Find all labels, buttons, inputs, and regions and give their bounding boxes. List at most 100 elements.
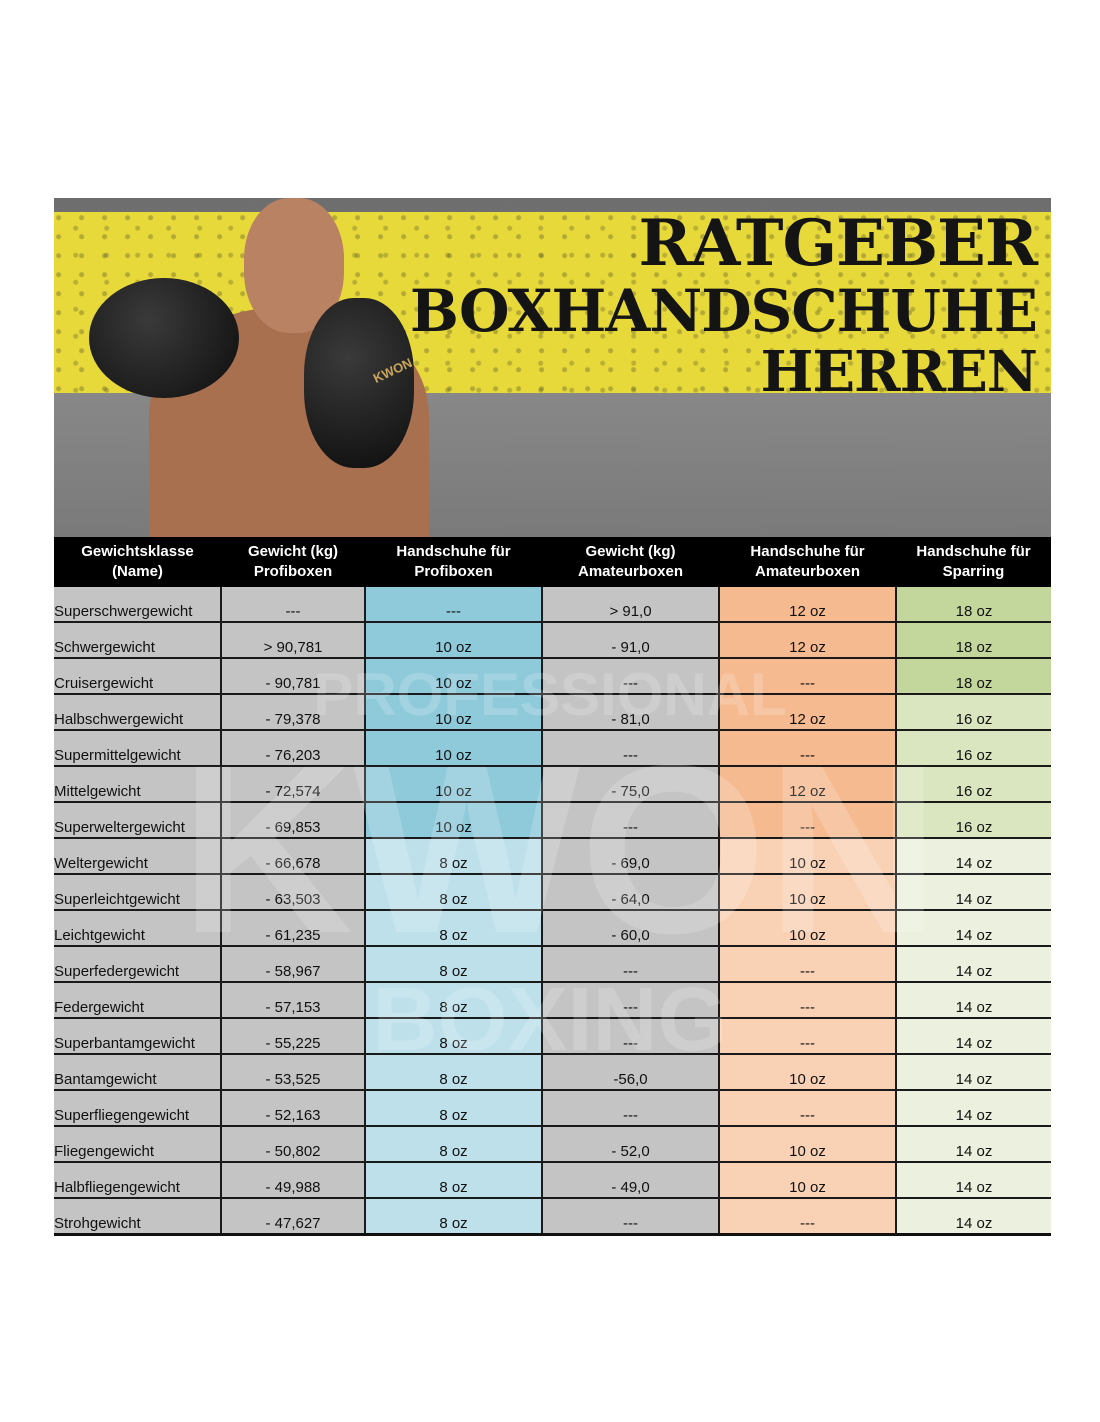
table-row: Superfedergewicht - 58,967 8 oz --- --- 14 oz [54,946,1051,983]
weight-class-name: Halbfliegengewicht [54,1162,221,1199]
table-cell: --- [541,1198,719,1236]
weight-class-name: Weltergewicht [54,838,221,875]
table-cell: 10 oz [718,838,896,875]
table-cell: 8 oz [364,982,542,1019]
table-cell: - 61,235 [220,910,365,947]
weight-class-name: Superfliegengewicht [54,1090,221,1127]
table-cell: 10 oz [718,1054,896,1091]
column-header: Handschuhe für Amateurboxen [719,537,896,587]
column-header-line: Profiboxen [414,563,493,580]
table-row: Halbschwergewicht - 79,378 10 oz - 81,0 12 o… [54,694,1051,731]
table-cell: 8 oz [364,1198,542,1236]
table-cell: 10 oz [364,658,542,695]
boxing-glove-icon [304,298,414,468]
table-cell: 8 oz [364,1090,542,1127]
table-row: Federgewicht - 57,153 8 oz --- --- 14 oz [54,982,1051,1019]
weight-class-name: Superfedergewicht [54,946,221,983]
table-cell: 14 oz [895,946,1051,983]
header-banner: KWON RATGEBER BOXHANDSCHUHE HERREN [54,198,1051,537]
weight-class-name: Supermittelgewicht [54,730,221,767]
table-cell: 14 oz [895,838,1051,875]
table-cell: - 49,988 [220,1162,365,1199]
column-header: Gewichtsklasse (Name) [54,537,221,587]
weight-class-name: Strohgewicht [54,1198,221,1236]
title-line-1: RATGEBER [638,206,1038,281]
table-cell: --- [541,946,719,983]
table-cell: - 55,225 [220,1018,365,1055]
table-cell: 8 oz [364,874,542,911]
table-row: Weltergewicht - 66,678 8 oz - 69,0 10 oz 14 o… [54,838,1051,875]
weight-class-name: Superleichtgewicht [54,874,221,911]
table-cell: 14 oz [895,1018,1051,1055]
table-cell: 14 oz [895,982,1051,1019]
table-row: Halbfliegengewicht - 49,988 8 oz - 49,0 10 o… [54,1162,1051,1199]
column-header-line: (Name) [112,563,163,580]
table-cell: 10 oz [364,766,542,803]
table-cell: 8 oz [364,946,542,983]
table-cell: 8 oz [364,1054,542,1091]
table-cell: 12 oz [718,622,896,659]
weight-class-name: Fliegengewicht [54,1126,221,1163]
table-row: Superweltergewicht - 69,853 10 oz --- --- 16 … [54,802,1051,839]
table-cell: -56,0 [541,1054,719,1091]
table-cell: --- [541,982,719,1019]
table-cell: --- [718,802,896,839]
table-cell: > 91,0 [541,587,719,623]
table-cell: 16 oz [895,730,1051,767]
weight-class-name: Cruisergewicht [54,658,221,695]
table-row: Cruisergewicht - 90,781 10 oz --- --- 18 oz [54,658,1051,695]
table-cell: - 69,0 [541,838,719,875]
table-cell: 8 oz [364,1018,542,1055]
table-cell: --- [541,802,719,839]
table-cell: 14 oz [895,910,1051,947]
table-row: Superleichtgewicht - 63,503 8 oz - 64,0 10 o… [54,874,1051,911]
weight-class-name: Superbantamgewicht [54,1018,221,1055]
table-cell: 10 oz [718,1126,896,1163]
table-cell: 8 oz [364,1126,542,1163]
table-cell: --- [718,1198,896,1236]
weight-class-name: Schwergewicht [54,622,221,659]
column-header: Gewicht (kg) Profiboxen [221,537,365,587]
table-cell: - 79,378 [220,694,365,731]
table-cell: 10 oz [364,694,542,731]
column-header-line: Sparring [942,563,1005,580]
weight-class-name: Halbschwergewicht [54,694,221,731]
table-cell: - 66,678 [220,838,365,875]
table-cell: 10 oz [718,910,896,947]
table-cell: --- [541,1018,719,1055]
table-cell: - 63,503 [220,874,365,911]
column-header-line: Profiboxen [253,563,333,580]
weight-class-name: Superweltergewicht [54,802,221,839]
table-row: Superschwergewicht --- --- > 91,0 12 oz 18 oz [54,587,1051,623]
table-cell: 10 oz [364,802,542,839]
table-cell: 18 oz [895,622,1051,659]
table-cell: 14 oz [895,1162,1051,1199]
column-header-line: Gewicht (kg) [247,543,338,560]
table-header-row: Gewichtsklasse (Name) Gewicht (kg) Profibox… [54,537,1051,587]
table-cell: 14 oz [895,1090,1051,1127]
table-cell: --- [541,1090,719,1127]
table-cell: 8 oz [364,910,542,947]
table-cell: - 81,0 [541,694,719,731]
table-cell: 14 oz [895,1054,1051,1091]
column-header-line: Amateurboxen [577,563,684,580]
table-cell: 18 oz [895,658,1051,695]
table-cell: --- [718,946,896,983]
table-cell: - 72,574 [220,766,365,803]
boxing-glove-icon [89,278,239,398]
column-header-line: Handschuhe für [916,543,1031,560]
table-cell: 16 oz [895,766,1051,803]
table-cell: - 52,163 [220,1090,365,1127]
table-cell: 14 oz [895,1198,1051,1236]
table-cell: 10 oz [364,730,542,767]
column-header: Handschuhe für Sparring [896,537,1051,587]
table-cell: - 76,203 [220,730,365,767]
table-cell: - 49,0 [541,1162,719,1199]
table-cell: --- [364,587,542,623]
table-cell: 18 oz [895,587,1051,623]
title-line-3: HERREN [760,339,1038,405]
column-header-line: Handschuhe für [396,543,511,560]
table-cell: 10 oz [364,622,542,659]
table-cell: - 64,0 [541,874,719,911]
table-cell: 12 oz [718,587,896,623]
